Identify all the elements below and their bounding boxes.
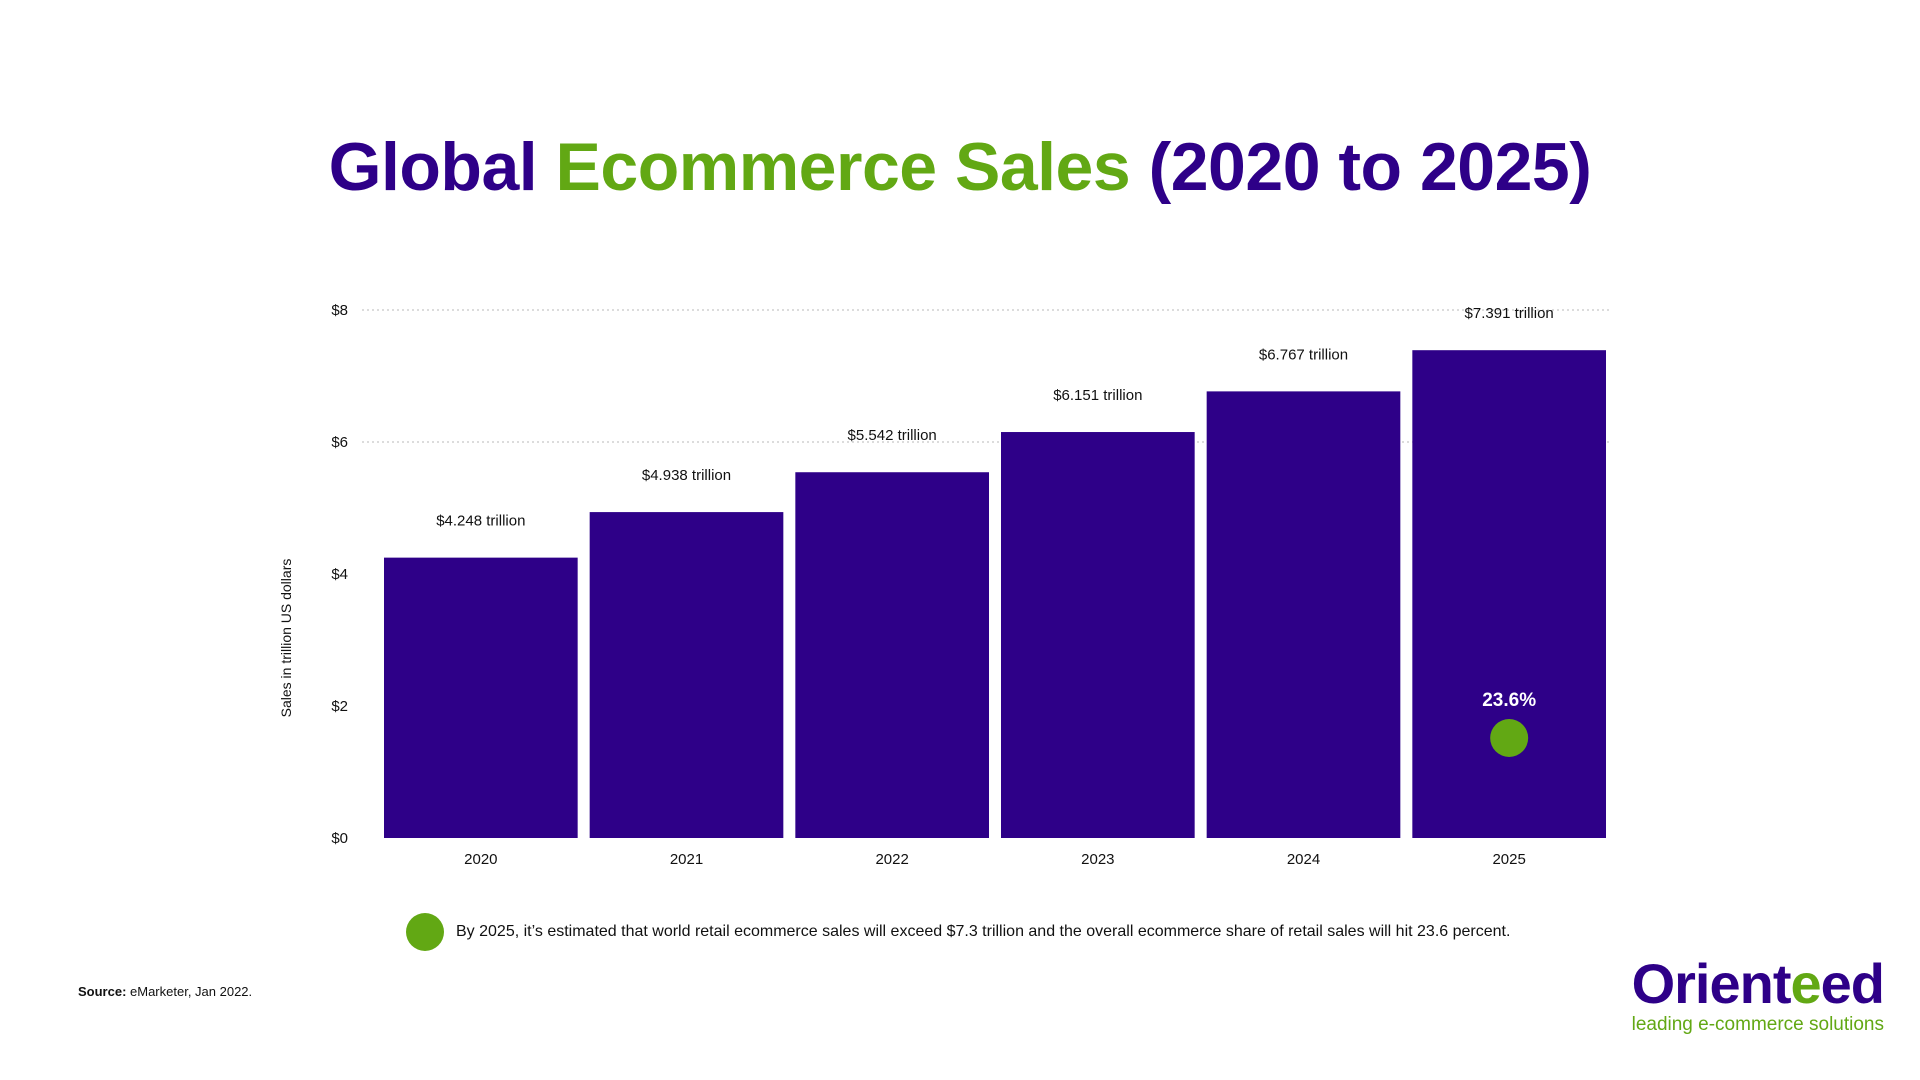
annotation-label: 23.6% [1482,690,1536,711]
x-tick-label-2021: 2021 [670,851,703,868]
data-label-2023: $6.151 trillion [1053,387,1142,404]
data-label-2024: $6.767 trillion [1259,346,1348,363]
source-note: Source: eMarketer, Jan 2022. [78,984,252,999]
data-label-2025: $7.391 trillion [1465,305,1554,322]
data-label-2020: $4.248 trillion [436,513,525,530]
x-tick-label-2022: 2022 [875,851,908,868]
x-tick-label-2024: 2024 [1287,851,1320,868]
logo-name-part2: e [1790,952,1821,1015]
y-tick-label: $4 [331,566,348,583]
title-part-ecommerce-sales: Ecommerce Sales [555,129,1131,205]
bar-2021 [589,512,784,838]
bar-chart: $0 $2 $4 $6 $8 $4.248 trillion 2020 $4.938 tril… [331,302,1612,868]
logo-wordmark: Orienteed [1632,956,1885,1012]
x-tick-label-2023: 2023 [1081,851,1114,868]
logo-name-part1: Orient [1631,952,1792,1015]
bar-2023 [1001,432,1195,838]
page-title: Global Ecommerce Sales (2020 to 2025) [0,128,1920,206]
brand-logo: Orienteed leading e-commerce solutions [1631,956,1885,1036]
y-tick-label: $8 [331,302,348,319]
title-part-global: Global [328,129,556,205]
title-part-years: (2020 to 2025) [1130,129,1592,205]
footnote: By 2025, it’s estimated that world retai… [406,913,1510,951]
footnote-dot-icon [406,913,444,951]
bar-2025 [1412,350,1606,838]
y-tick-label: $0 [331,830,348,847]
logo-name-part3: ed [1820,952,1885,1015]
y-axis-label: Sales in trillion US dollars [278,558,294,718]
data-label-2021: $4.938 trillion [642,467,731,484]
logo-tagline: leading e-commerce solutions [1631,1014,1884,1035]
bar-2022 [795,472,989,838]
source-label: Source: [78,984,127,999]
data-label-2022: $5.542 trillion [848,427,937,444]
footnote-text: By 2025, it’s estimated that world retai… [456,923,1511,940]
bar-2020 [384,557,578,838]
x-tick-label-2020: 2020 [464,851,497,868]
x-tick-label-2025: 2025 [1492,851,1525,868]
annotation-marker [1490,719,1529,757]
bar-2024 [1206,391,1401,838]
y-tick-label: $2 [331,698,348,715]
source-text: eMarketer, Jan 2022. [126,984,253,999]
y-tick-label: $6 [331,434,348,451]
